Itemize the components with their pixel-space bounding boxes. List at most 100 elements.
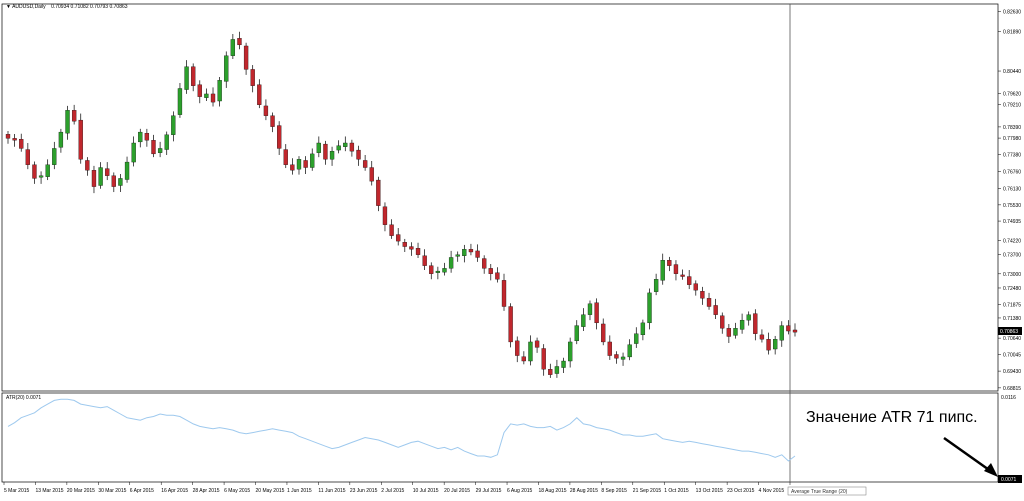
candle-body [521, 356, 526, 362]
candle-body [541, 348, 546, 370]
candle-body [111, 175, 116, 187]
candle-body [12, 138, 17, 141]
candle-body [105, 168, 110, 176]
candle-body [667, 260, 672, 266]
candle-body [693, 283, 698, 291]
candle-body [177, 88, 183, 115]
candle-body [237, 38, 242, 46]
time-tick-label: 6 May 2015 [224, 488, 250, 494]
time-tick-label: 28 Apr 2015 [193, 488, 220, 494]
candle-body [230, 39, 236, 56]
candle-body [739, 319, 745, 330]
candle-body [422, 255, 427, 266]
candle-body [462, 249, 467, 256]
candle-body [52, 148, 57, 165]
price-tick-label: 0.68815 [1003, 386, 1021, 392]
candle-body [501, 280, 507, 307]
price-tick-label: 0.82630 [1003, 9, 1021, 15]
time-tick-label: 20 May 2015 [256, 488, 285, 494]
candle-body [647, 292, 652, 324]
price-tick-label: 0.77980 [1003, 136, 1021, 142]
symbol-timeframe: AUDUSD,Daily [12, 4, 46, 10]
candle-body [65, 110, 70, 134]
candle-body [91, 170, 97, 187]
candle-body [766, 339, 771, 351]
candle-body [680, 274, 685, 277]
candle-body [257, 84, 262, 105]
candle-body [382, 206, 388, 225]
price-tick-label: 0.81890 [1003, 30, 1021, 36]
price-tick-label: 0.71875 [1003, 302, 1021, 308]
candle-body [250, 69, 255, 86]
candle-body [607, 341, 612, 356]
time-tick-label: 28 Aug 2015 [570, 488, 598, 494]
candle-body [435, 270, 441, 273]
candle-body [310, 153, 315, 168]
candle-body [713, 305, 718, 315]
candle-body [85, 160, 90, 171]
candle-body [369, 167, 374, 182]
candle-body [131, 142, 136, 163]
candle-body [614, 354, 619, 359]
time-tick-label: 10 Jul 2015 [413, 488, 439, 494]
candle-body [144, 133, 150, 141]
candle-body [528, 341, 533, 362]
atr-tick-high: 0.0116 [1001, 395, 1016, 401]
candle-body [574, 325, 579, 342]
candle-body [316, 142, 321, 153]
current-price-badge: 0.70863 [998, 327, 1022, 335]
time-tick-label: 2 Jul 2015 [381, 488, 404, 494]
candle-body [561, 360, 566, 368]
candle-body [396, 234, 401, 242]
atr-label: ATR(20) 0.0071 [6, 395, 41, 401]
candle-body [402, 242, 407, 247]
time-tick-label: 11 Jun 2015 [318, 488, 345, 494]
price-tick-label: 0.74220 [1003, 239, 1021, 245]
time-tick-label: 6 Aug 2015 [507, 488, 533, 494]
time-tick-label: 30 Mar 2015 [98, 488, 126, 494]
candle-body [290, 164, 295, 171]
price-tick-label: 0.75530 [1003, 203, 1021, 209]
candle-body [779, 325, 784, 341]
candle-body [587, 303, 593, 315]
candle-body [687, 276, 692, 285]
price-tick-label: 0.72480 [1003, 286, 1021, 292]
time-tick-label: 13 Oct 2015 [696, 488, 723, 494]
candle-body [58, 131, 64, 148]
candle-body [508, 306, 513, 343]
candle-body [488, 268, 493, 274]
candle-body [210, 93, 216, 103]
price-tick-label: 0.76130 [1003, 187, 1021, 193]
price-tick-label: 0.73700 [1003, 253, 1021, 259]
candle-body [640, 322, 646, 336]
candle-body [25, 149, 30, 165]
candle-body [243, 45, 249, 70]
time-tick-label: 16 Apr 2015 [161, 488, 188, 494]
candle-body [792, 329, 798, 333]
candle-body [409, 246, 414, 250]
candle-body [455, 254, 460, 257]
chart-title: ▼ AUDUSD,Daily 0.70934 0.71082 0.70793 0… [6, 4, 128, 10]
candle-body [118, 178, 123, 186]
atr-annotation: Значение ATR 71 пипс. [806, 409, 978, 426]
candle-body [197, 84, 202, 97]
candle-body [746, 314, 751, 321]
symbol-marker: ▼ [6, 4, 12, 10]
candle-body [534, 340, 540, 348]
candle-body [38, 175, 44, 178]
candle-body [329, 151, 335, 160]
price-tick-label: 0.79210 [1003, 103, 1021, 109]
time-tick-label: 1 Jun 2015 [287, 488, 312, 494]
candle-body [660, 260, 665, 281]
candle-body [389, 224, 394, 236]
candle-body [356, 149, 361, 160]
price-tick-label: 0.79620 [1003, 91, 1021, 97]
candle-body [343, 142, 348, 147]
candle-body [448, 257, 454, 269]
candle-body [700, 291, 705, 299]
candle-body [224, 55, 229, 82]
price-tick-label: 0.70640 [1003, 336, 1021, 342]
candle-body [567, 341, 573, 362]
candle-body [362, 160, 368, 168]
